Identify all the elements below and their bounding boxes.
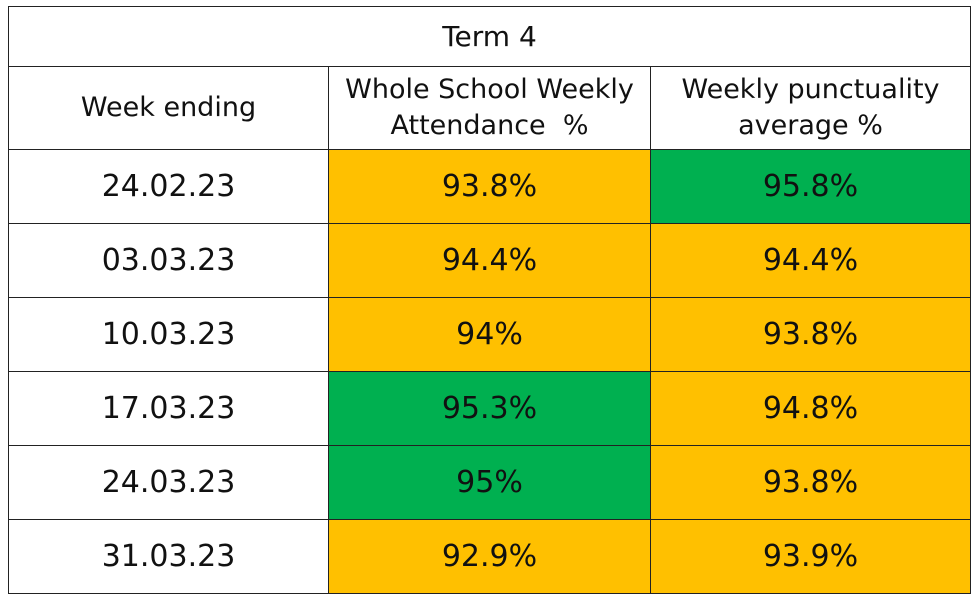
- table-row: 03.03.23 94.4% 94.4%: [8, 223, 972, 298]
- attendance-cell: 94%: [328, 297, 651, 372]
- week-ending-cell: 24.03.23: [8, 445, 329, 520]
- header-attendance-line1: Whole School Weekly: [345, 74, 634, 105]
- table-title: Term 4: [7, 6, 972, 67]
- punctuality-cell: 94.4%: [649, 223, 972, 298]
- table-row: 17.03.23 95.3% 94.8%: [8, 371, 972, 446]
- table-row: 24.02.23 93.8% 95.8%: [8, 149, 972, 224]
- punctuality-cell: 95.8%: [649, 149, 972, 224]
- punctuality-cell: 93.9%: [649, 519, 972, 594]
- table-row: 31.03.23 92.9% 93.9%: [8, 519, 972, 594]
- week-ending-cell: 31.03.23: [8, 519, 329, 594]
- attendance-cell: 93.8%: [328, 149, 651, 224]
- attendance-cell: 94.4%: [328, 223, 651, 298]
- table-row: 24.03.23 95% 93.8%: [8, 445, 972, 520]
- punctuality-cell: 94.8%: [649, 371, 972, 446]
- week-ending-cell: 03.03.23: [8, 223, 329, 298]
- header-row: Week ending Whole School Weekly Attendan…: [8, 66, 972, 150]
- attendance-cell: 95%: [328, 445, 651, 520]
- attendance-cell: 95.3%: [328, 371, 651, 446]
- punctuality-cell: 93.8%: [649, 445, 972, 520]
- header-punctuality-line1: Weekly punctuality: [681, 74, 940, 105]
- header-attendance: Whole School Weekly Attendance %: [328, 66, 651, 150]
- week-ending-cell: 24.02.23: [8, 149, 329, 224]
- header-attendance-line2: Attendance %: [390, 110, 589, 141]
- header-punctuality-line2: average %: [738, 110, 883, 141]
- week-ending-cell: 17.03.23: [8, 371, 329, 446]
- week-ending-cell: 10.03.23: [8, 297, 329, 372]
- attendance-cell: 92.9%: [328, 519, 651, 594]
- attendance-table: Term 4 Week ending Whole School Weekly A…: [7, 6, 972, 594]
- header-week-ending: Week ending: [8, 66, 329, 150]
- table-row: 10.03.23 94% 93.8%: [8, 297, 972, 372]
- punctuality-cell: 93.8%: [649, 297, 972, 372]
- title-row: Term 4: [7, 6, 972, 67]
- header-punctuality: Weekly punctuality average %: [649, 66, 972, 150]
